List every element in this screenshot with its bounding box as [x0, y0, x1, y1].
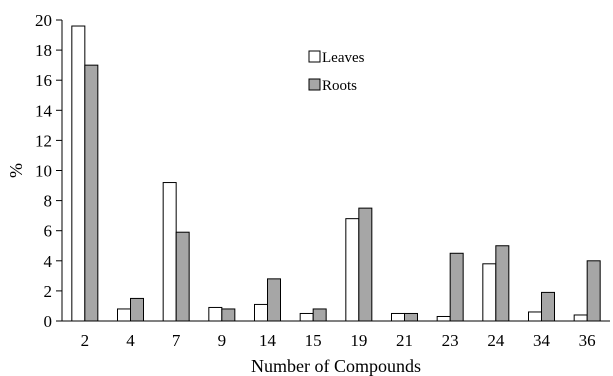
bar-leaves-21 — [391, 312, 405, 322]
y-tick-label: 14 — [35, 101, 53, 120]
y-tick-label: 16 — [35, 71, 52, 90]
x-tick-label: 2 — [81, 331, 90, 350]
bar-leaves-36 — [573, 314, 588, 322]
x-tick-label: 9 — [218, 331, 227, 350]
y-tick-label: 2 — [44, 282, 53, 301]
y-tick-label: 20 — [35, 11, 52, 30]
y-tick-label: 8 — [44, 192, 53, 211]
bar-roots-19 — [358, 207, 373, 322]
x-axis-ticks: 2 4 7 9 14 15 19 21 23 24 34 36 — [81, 331, 596, 350]
bar-leaves-24 — [482, 263, 497, 322]
y-axis-ticks: 0 2 4 6 8 10 12 14 16 18 20 — [35, 11, 62, 331]
x-axis-title: Number of Compounds — [251, 356, 421, 376]
legend-label-roots: Roots — [322, 78, 357, 94]
bar-roots-23 — [449, 252, 464, 322]
bar-leaves-19 — [345, 218, 360, 322]
legend: Leaves Roots — [308, 50, 365, 94]
bar-leaves-15 — [299, 312, 314, 322]
y-tick-label: 12 — [35, 131, 52, 150]
bar-roots-34 — [541, 291, 555, 322]
bar-leaves-7 — [162, 182, 177, 322]
x-tick-label: 14 — [259, 331, 277, 350]
bars — [71, 25, 601, 322]
bar-roots-2 — [84, 64, 99, 322]
y-axis-title: % — [6, 163, 26, 178]
x-tick-label: 15 — [305, 331, 322, 350]
bar-roots-24 — [495, 245, 510, 322]
bar-roots-9 — [221, 308, 236, 322]
x-tick-label: 4 — [126, 331, 135, 350]
x-tick-label: 7 — [172, 331, 181, 350]
y-tick-label: 4 — [44, 252, 53, 271]
legend-swatch-roots — [308, 78, 321, 91]
bar-roots-14 — [267, 278, 281, 322]
bar-roots-36 — [586, 260, 601, 322]
x-tick-label: 36 — [579, 331, 596, 350]
bar-leaves-14 — [254, 303, 268, 322]
y-tick-label: 10 — [35, 162, 52, 181]
y-tick-label: 6 — [44, 222, 53, 241]
bar-roots-21 — [404, 312, 418, 322]
x-tick-label: 34 — [533, 331, 551, 350]
bar-roots-7 — [175, 231, 190, 322]
x-tick-label: 21 — [396, 331, 413, 350]
bar-leaves-2 — [71, 25, 86, 322]
bar-leaves-9 — [208, 306, 223, 322]
bar-roots-15 — [312, 308, 327, 322]
x-tick-label: 23 — [442, 331, 459, 350]
bar-leaves-34 — [528, 311, 542, 322]
y-tick-label: 18 — [35, 41, 52, 60]
legend-swatch-leaves — [308, 50, 321, 63]
x-tick-label: 24 — [487, 331, 505, 350]
bar-roots-4 — [130, 297, 144, 322]
bar-leaves-4 — [117, 308, 131, 322]
legend-label-leaves: Leaves — [322, 50, 365, 66]
y-tick-label: 0 — [44, 312, 53, 331]
bar-leaves-23 — [436, 315, 451, 322]
x-tick-label: 19 — [350, 331, 367, 350]
